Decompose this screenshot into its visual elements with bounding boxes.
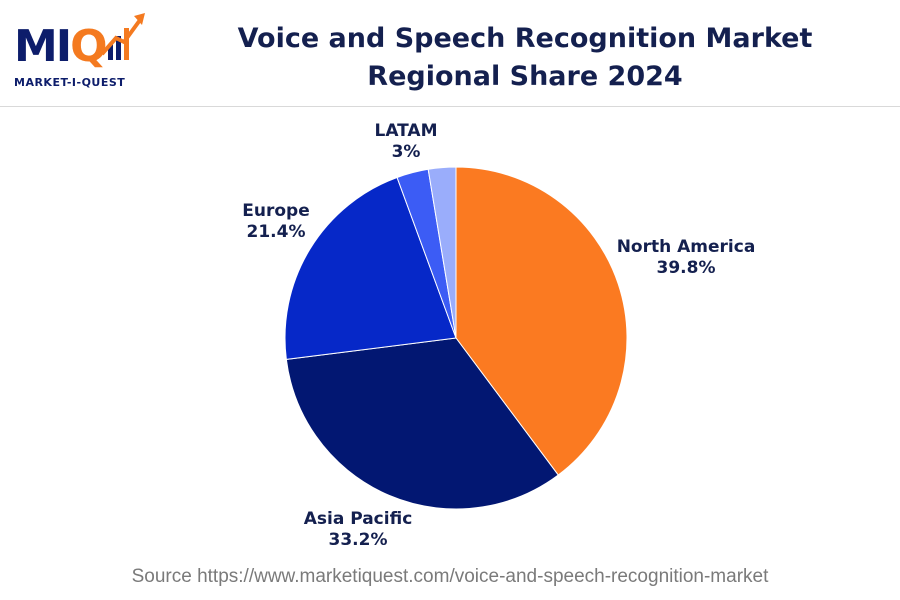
chart-title: Voice and Speech Recognition Market Regi… <box>237 23 813 92</box>
pie-slice-middle-east-africa <box>427 166 457 339</box>
slice-value-label: 21.4% <box>247 222 306 242</box>
slice-value-label: 39.8% <box>657 258 716 278</box>
pie-slice-asia-pacific <box>285 337 559 510</box>
slice-category-label: North America <box>617 237 756 257</box>
slice-category-label: Europe <box>242 201 309 221</box>
header: MIQ MARKET-I-QUEST Voice and Speech Reco… <box>0 0 900 107</box>
growth-arrow-icon <box>100 13 145 60</box>
logo: MIQ MARKET-I-QUEST <box>12 10 145 92</box>
pie-slice-north-america <box>455 166 628 476</box>
logo-letters: MIQ <box>14 21 108 72</box>
slice-value-label: 3% <box>392 142 421 162</box>
slice-value-label: 33.2% <box>329 530 388 550</box>
slice-category-label: Asia Pacific <box>304 509 413 529</box>
slice-category-label: LATAM <box>374 121 437 141</box>
source-text: Source https://www.marketiquest.com/voic… <box>131 566 769 587</box>
logo-tagline: MARKET-I-QUEST <box>14 76 126 89</box>
